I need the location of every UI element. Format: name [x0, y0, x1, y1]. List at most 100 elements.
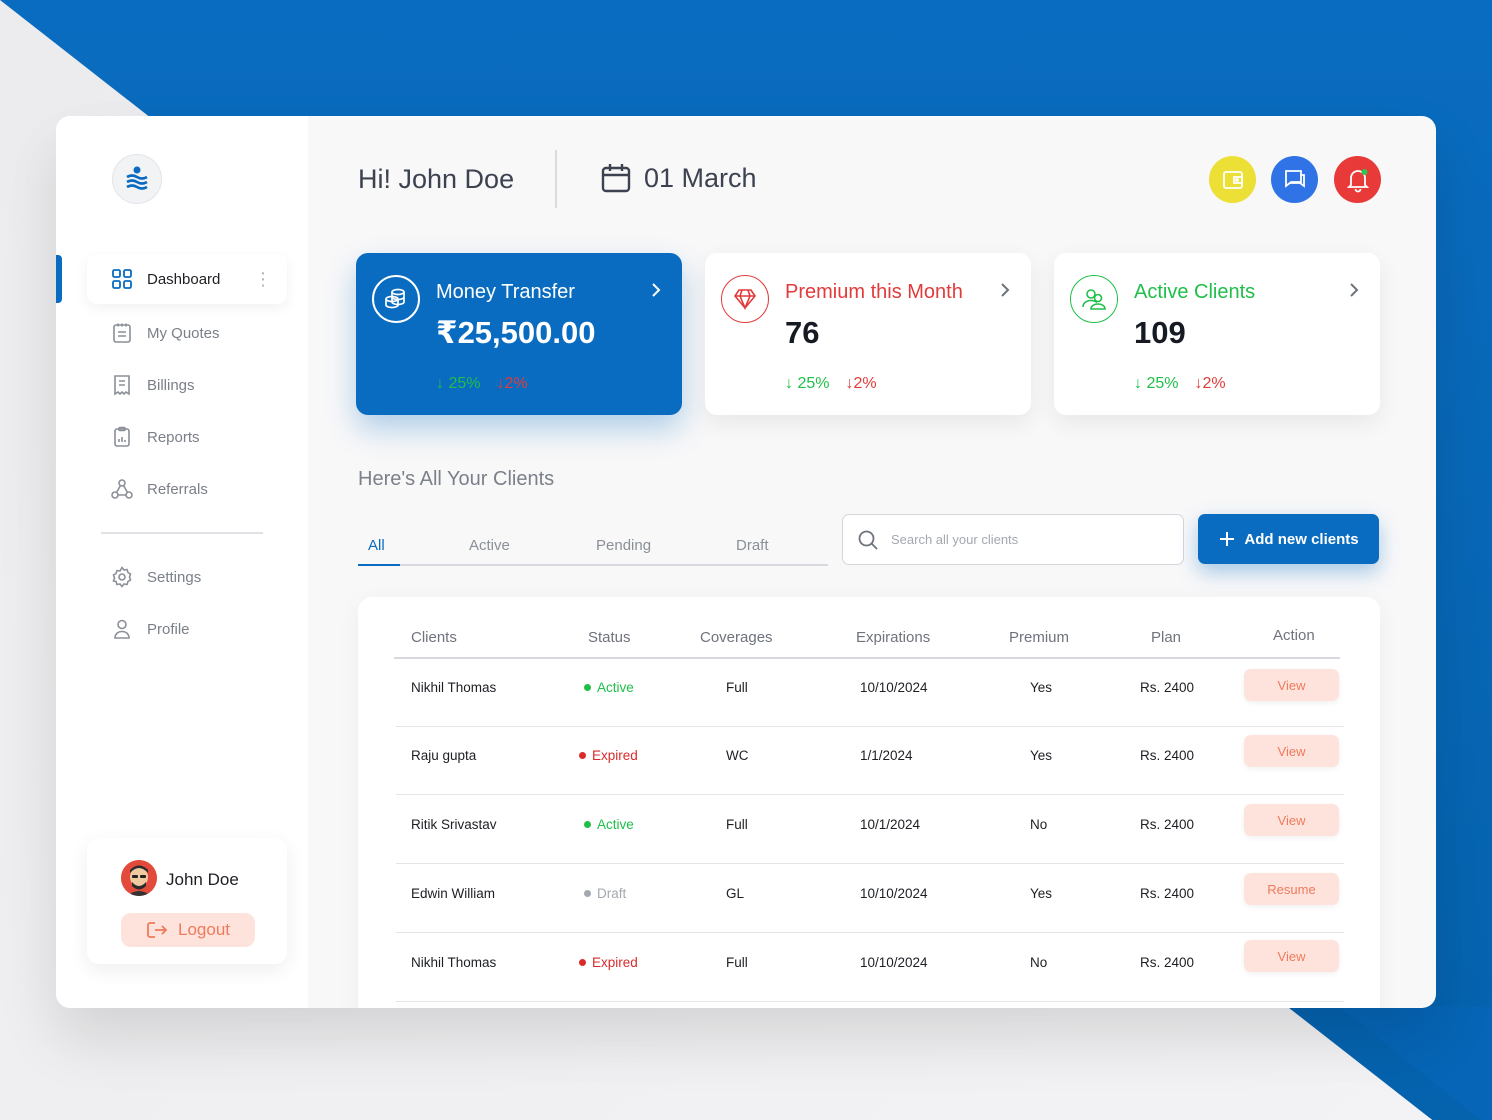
coverage: WC	[726, 748, 749, 763]
card-value: ₹25,500.00	[436, 315, 596, 350]
view-button[interactable]: View	[1244, 940, 1339, 972]
card-title: Active Clients	[1134, 281, 1256, 303]
notifications-button[interactable]	[1334, 156, 1381, 203]
search-icon	[858, 530, 878, 550]
search-input[interactable]	[891, 532, 1161, 547]
premium: No	[1030, 955, 1048, 970]
gear-icon	[111, 566, 133, 588]
expiration: 10/10/2024	[860, 680, 928, 695]
premium: Yes	[1030, 748, 1053, 763]
logo-icon	[126, 166, 148, 190]
active-clients-card[interactable]: Active Clients 109 ↓ 25% ↓2%	[1054, 253, 1380, 415]
coverage: GL	[726, 886, 745, 901]
billing-icon	[111, 374, 133, 396]
chevron-right-icon	[1001, 283, 1010, 297]
sidebar-item-reports[interactable]: Reports	[87, 412, 287, 462]
table-header-divider	[394, 657, 1340, 659]
sidebar-item-profile[interactable]: Profile	[87, 604, 287, 654]
date-label: 01 March	[644, 162, 757, 193]
expiration: 10/10/2024	[860, 955, 928, 970]
user-card: John Doe Logout	[87, 838, 287, 964]
chevron-right-icon	[1350, 283, 1359, 297]
plan: Rs. 2400	[1140, 955, 1195, 970]
plan: Rs. 2400	[1140, 748, 1195, 763]
money-transfer-card[interactable]: Money Transfer ₹25,500.00 ↓ 25% ↓2%	[356, 253, 682, 415]
bell-icon	[1346, 168, 1369, 192]
status-badge: Expired	[579, 955, 638, 970]
sidebar-item-dashboard[interactable]: Dashboard ⋮	[87, 254, 287, 304]
premium: Yes	[1030, 886, 1053, 901]
premium-card[interactable]: Premium this Month 76 ↓ 25% ↓2%	[705, 253, 1031, 415]
plus-icon	[1220, 532, 1235, 546]
sidebar-item-referrals[interactable]: Referrals	[87, 464, 287, 514]
status-badge: Active	[584, 817, 634, 832]
card-value: 109	[1134, 315, 1186, 350]
coverage: Full	[726, 817, 748, 832]
client-name: Nikhil Thomas	[411, 680, 497, 695]
column-header-expirations: Expirations	[856, 629, 931, 646]
report-icon	[111, 426, 133, 448]
sidebar: Dashboard ⋮ My Quotes Billings	[56, 116, 308, 1008]
plan: Rs. 2400	[1140, 680, 1195, 695]
header-separator	[555, 150, 557, 208]
sidebar-item-my-quotes[interactable]: My Quotes	[87, 308, 287, 358]
tab-active-underline	[358, 564, 400, 566]
coverage: Full	[726, 955, 748, 970]
search-box[interactable]	[842, 514, 1184, 565]
add-button-label: Add new clients	[1244, 530, 1359, 548]
column-header-status: Status	[588, 629, 631, 646]
user-name: John Doe	[166, 870, 239, 889]
card-trend: ↓ 25% ↓2%	[1134, 375, 1226, 393]
quotes-icon	[111, 322, 133, 344]
wallet-button[interactable]	[1209, 156, 1256, 203]
plan: Rs. 2400	[1140, 817, 1195, 832]
client-name: Nikhil Thomas	[411, 955, 497, 970]
add-new-clients-button[interactable]: Add new clients	[1198, 514, 1379, 564]
diamond-icon	[721, 275, 769, 323]
logout-icon	[147, 922, 168, 938]
tab-active[interactable]: Active	[469, 537, 510, 554]
expiration: 10/10/2024	[860, 886, 928, 901]
card-value: 76	[785, 315, 820, 350]
sidebar-item-billings[interactable]: Billings	[87, 360, 287, 410]
table-row: Edwin William Draft GL 10/10/2024 Yes Rs…	[396, 865, 1344, 933]
trend-down: ↓2%	[1194, 375, 1226, 392]
resume-button[interactable]: Resume	[1244, 873, 1339, 905]
sidebar-item-label: Profile	[147, 620, 190, 638]
logout-label: Logout	[178, 920, 230, 939]
sidebar-item-label: Reports	[147, 428, 200, 446]
client-tabs: All Active Pending Draft	[358, 534, 828, 566]
table-row: Ritik Srivastav Active Full 10/1/2024 No…	[396, 796, 1344, 864]
sidebar-item-settings[interactable]: Settings	[87, 552, 287, 602]
messages-button[interactable]	[1271, 156, 1318, 203]
logout-button[interactable]: Logout	[121, 913, 255, 947]
trend-up: ↓ 25%	[436, 375, 481, 392]
premium: Yes	[1030, 680, 1053, 695]
column-header-plan: Plan	[1151, 629, 1182, 646]
nav-active-indicator	[56, 255, 62, 303]
avatar[interactable]	[121, 860, 157, 896]
trend-up: ↓ 25%	[785, 375, 830, 392]
view-button[interactable]: View	[1244, 669, 1339, 701]
more-vertical-icon[interactable]: ⋮	[254, 268, 272, 289]
card-trend: ↓ 25% ↓2%	[436, 375, 528, 393]
column-header-coverages: Coverages	[700, 629, 773, 646]
dashboard-window: Dashboard ⋮ My Quotes Billings	[56, 116, 1436, 1008]
tab-all[interactable]: All	[368, 537, 385, 554]
clients-icon	[1070, 275, 1118, 323]
tab-pending[interactable]: Pending	[596, 537, 652, 554]
grid-icon	[111, 268, 133, 290]
coverage: Full	[726, 680, 748, 695]
sidebar-item-label: Referrals	[147, 480, 208, 498]
client-name: Raju gupta	[411, 748, 477, 763]
clients-table: Clients Status Coverages Expirations Pre…	[358, 597, 1380, 1008]
app-logo[interactable]	[112, 154, 162, 204]
calendar-icon	[601, 164, 631, 193]
tab-draft[interactable]: Draft	[736, 537, 769, 554]
wallet-icon	[1222, 170, 1243, 189]
column-header-clients: Clients	[411, 629, 457, 646]
view-button[interactable]: View	[1244, 735, 1339, 767]
view-button[interactable]: View	[1244, 804, 1339, 836]
sidebar-item-label: Dashboard	[147, 270, 221, 288]
trend-up: ↓ 25%	[1134, 375, 1179, 392]
